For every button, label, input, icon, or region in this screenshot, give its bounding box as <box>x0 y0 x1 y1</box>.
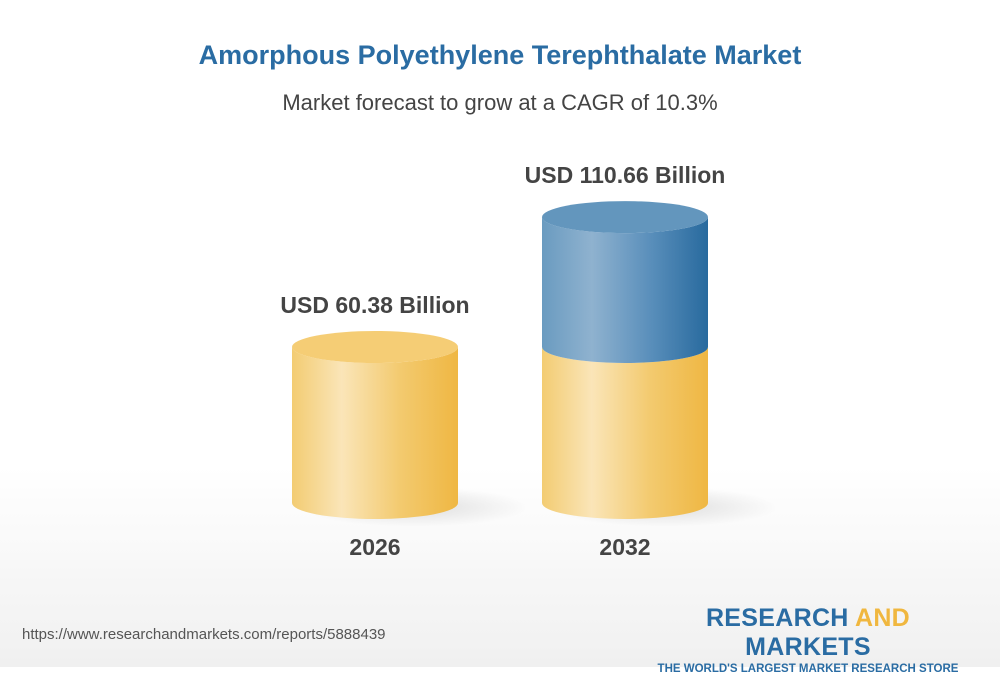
cylinder-top <box>542 201 708 234</box>
category-label: 2032 <box>599 534 650 560</box>
chart-title: Amorphous Polyethylene Terephthalate Mar… <box>198 40 802 70</box>
logo-text-and: AND <box>854 604 911 632</box>
category-label: 2026 <box>349 534 400 560</box>
logo-tagline: THE WORLD'S LARGEST MARKET RESEARCH STOR… <box>657 663 959 675</box>
bar-2026 <box>292 347 458 519</box>
chart-subtitle: Market forecast to grow at a CAGR of 10.… <box>282 90 718 115</box>
cylinder-chart: USD 60.38 Billion 2026 USD 110.66 Billion 2… <box>280 162 778 560</box>
data-label: USD 60.38 Billion <box>280 292 469 318</box>
bar-growth-2032 <box>542 217 708 363</box>
cylinder-top <box>292 331 458 363</box>
research-and-markets-logo: RESEARCH AND MARKETS THE WORLD'S LARGEST… <box>640 604 976 675</box>
source-url[interactable]: https://www.researchandmarkets.com/repor… <box>22 626 386 643</box>
bar-base-2032 <box>542 347 708 519</box>
data-label: USD 110.66 Billion <box>525 162 726 188</box>
logo-text: RESEARCH <box>705 604 855 632</box>
logo-text: MARKETS <box>745 633 871 661</box>
